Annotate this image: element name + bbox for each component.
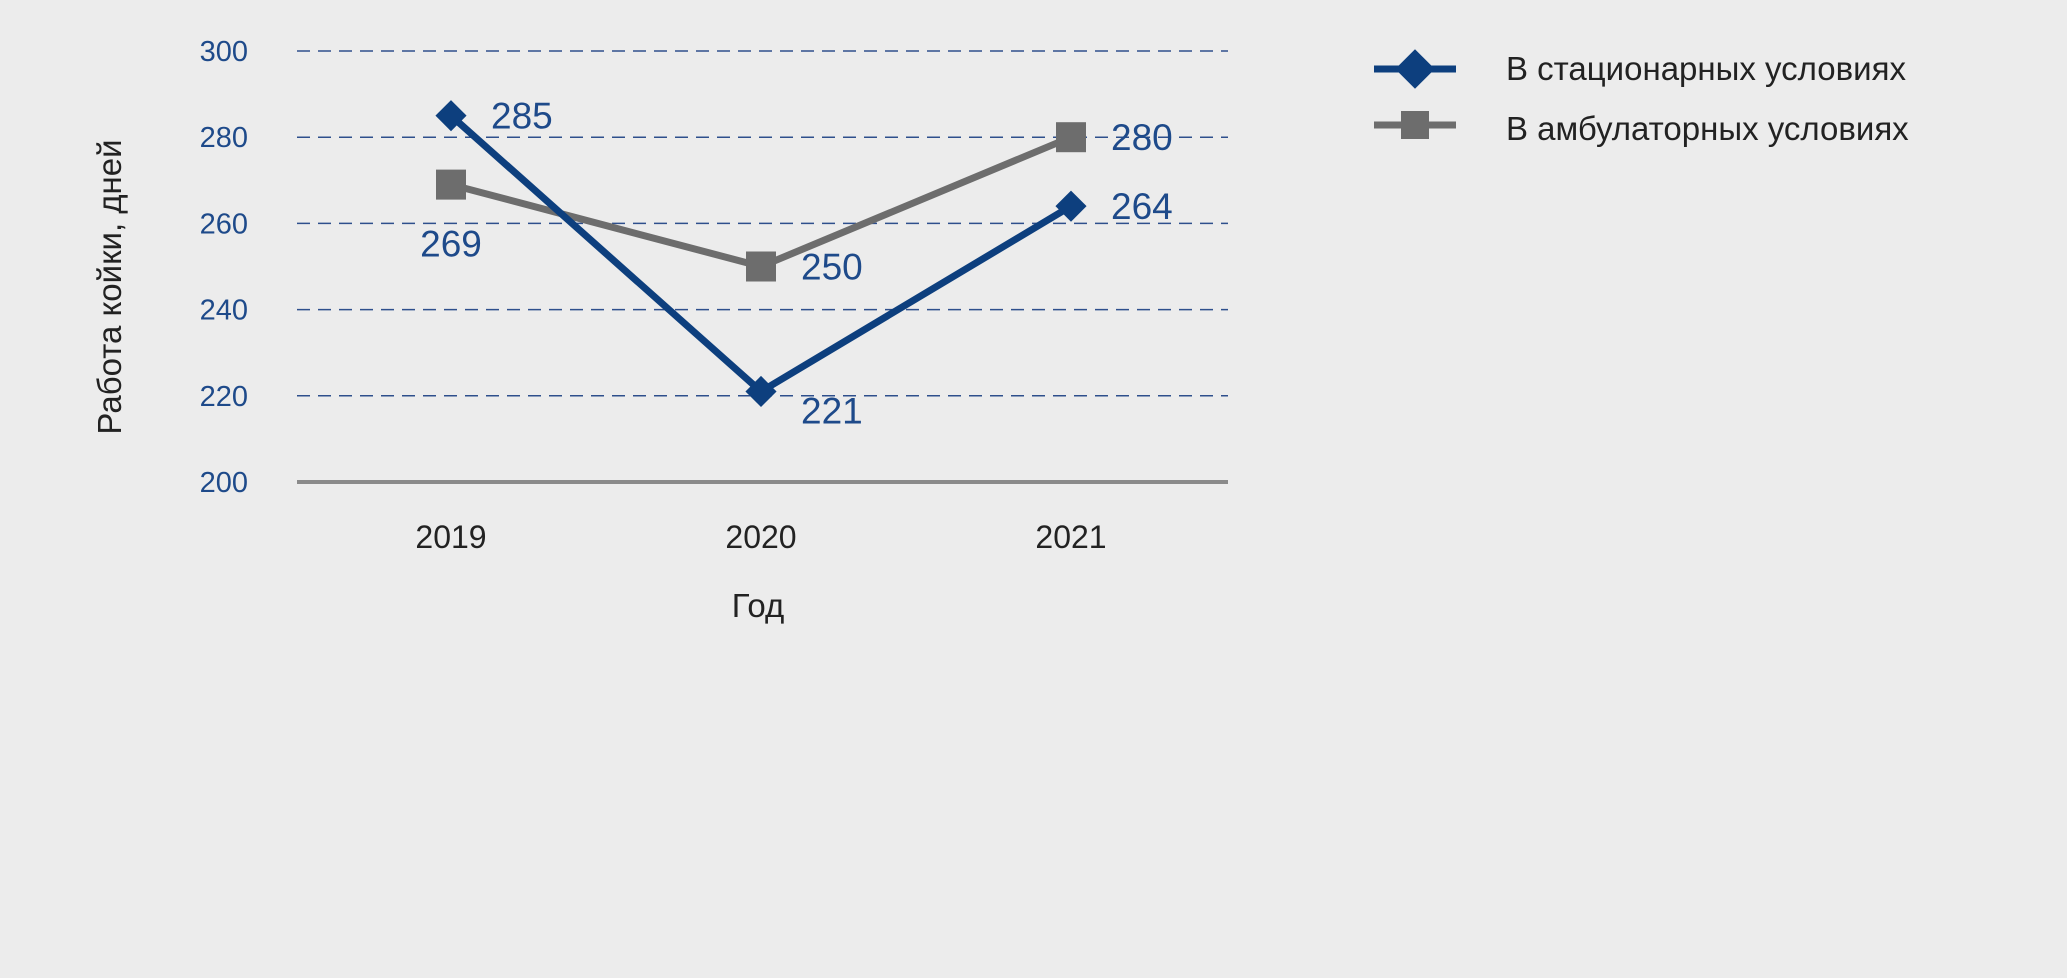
data-label-2-2019: 269 (420, 224, 482, 265)
marker-diamond-2019 (435, 100, 467, 132)
data-label-1-2021: 264 (1111, 186, 1173, 227)
legend-label-2: В амбулаторных условиях (1506, 110, 1909, 147)
legend-item-1[interactable]: В стационарных условиях (1374, 49, 1906, 89)
data-label-2-2020: 250 (801, 247, 863, 288)
legend-item-2[interactable]: В амбулаторных условиях (1374, 110, 1909, 147)
x-axis-title: Год (732, 587, 785, 624)
y-tick-label-260: 260 (200, 208, 248, 240)
y-tick-label-200: 200 (200, 467, 248, 499)
marker-square-2021 (1056, 122, 1086, 153)
data-label-2-2021: 280 (1111, 117, 1173, 158)
marker-square-2020 (746, 251, 776, 282)
data-label-1-2020: 221 (801, 390, 863, 431)
legend: В стационарных условиях В амбулаторных у… (1374, 49, 1909, 147)
y-tick-label-280: 280 (200, 122, 248, 154)
legend-square-icon (1401, 111, 1429, 139)
legend-diamond-icon (1395, 49, 1435, 89)
marker-diamond-2021 (1055, 190, 1087, 222)
gridlines (297, 50, 1228, 484)
y-tick-label-300: 300 (200, 36, 248, 68)
legend-label-1: В стационарных условиях (1506, 50, 1906, 87)
marker-diamond-2020 (745, 375, 777, 408)
y-axis-ticks: 200 220 240 260 280 300 (200, 36, 248, 499)
marker-square-2019 (436, 169, 466, 200)
x-axis-ticks: 2019 2020 2021 (415, 519, 1106, 555)
x-tick-label-2019: 2019 (415, 519, 486, 555)
data-label-1-2019: 285 (491, 96, 553, 137)
y-tick-label-240: 240 (200, 295, 248, 327)
x-tick-label-2021: 2021 (1035, 519, 1106, 555)
x-tick-label-2020: 2020 (725, 519, 796, 555)
y-axis-title: Работа койки, дней (91, 139, 128, 434)
data-labels: 269 250 280 285 221 264 (420, 96, 1173, 432)
y-tick-label-220: 220 (200, 381, 248, 413)
series-markers (435, 100, 1087, 408)
